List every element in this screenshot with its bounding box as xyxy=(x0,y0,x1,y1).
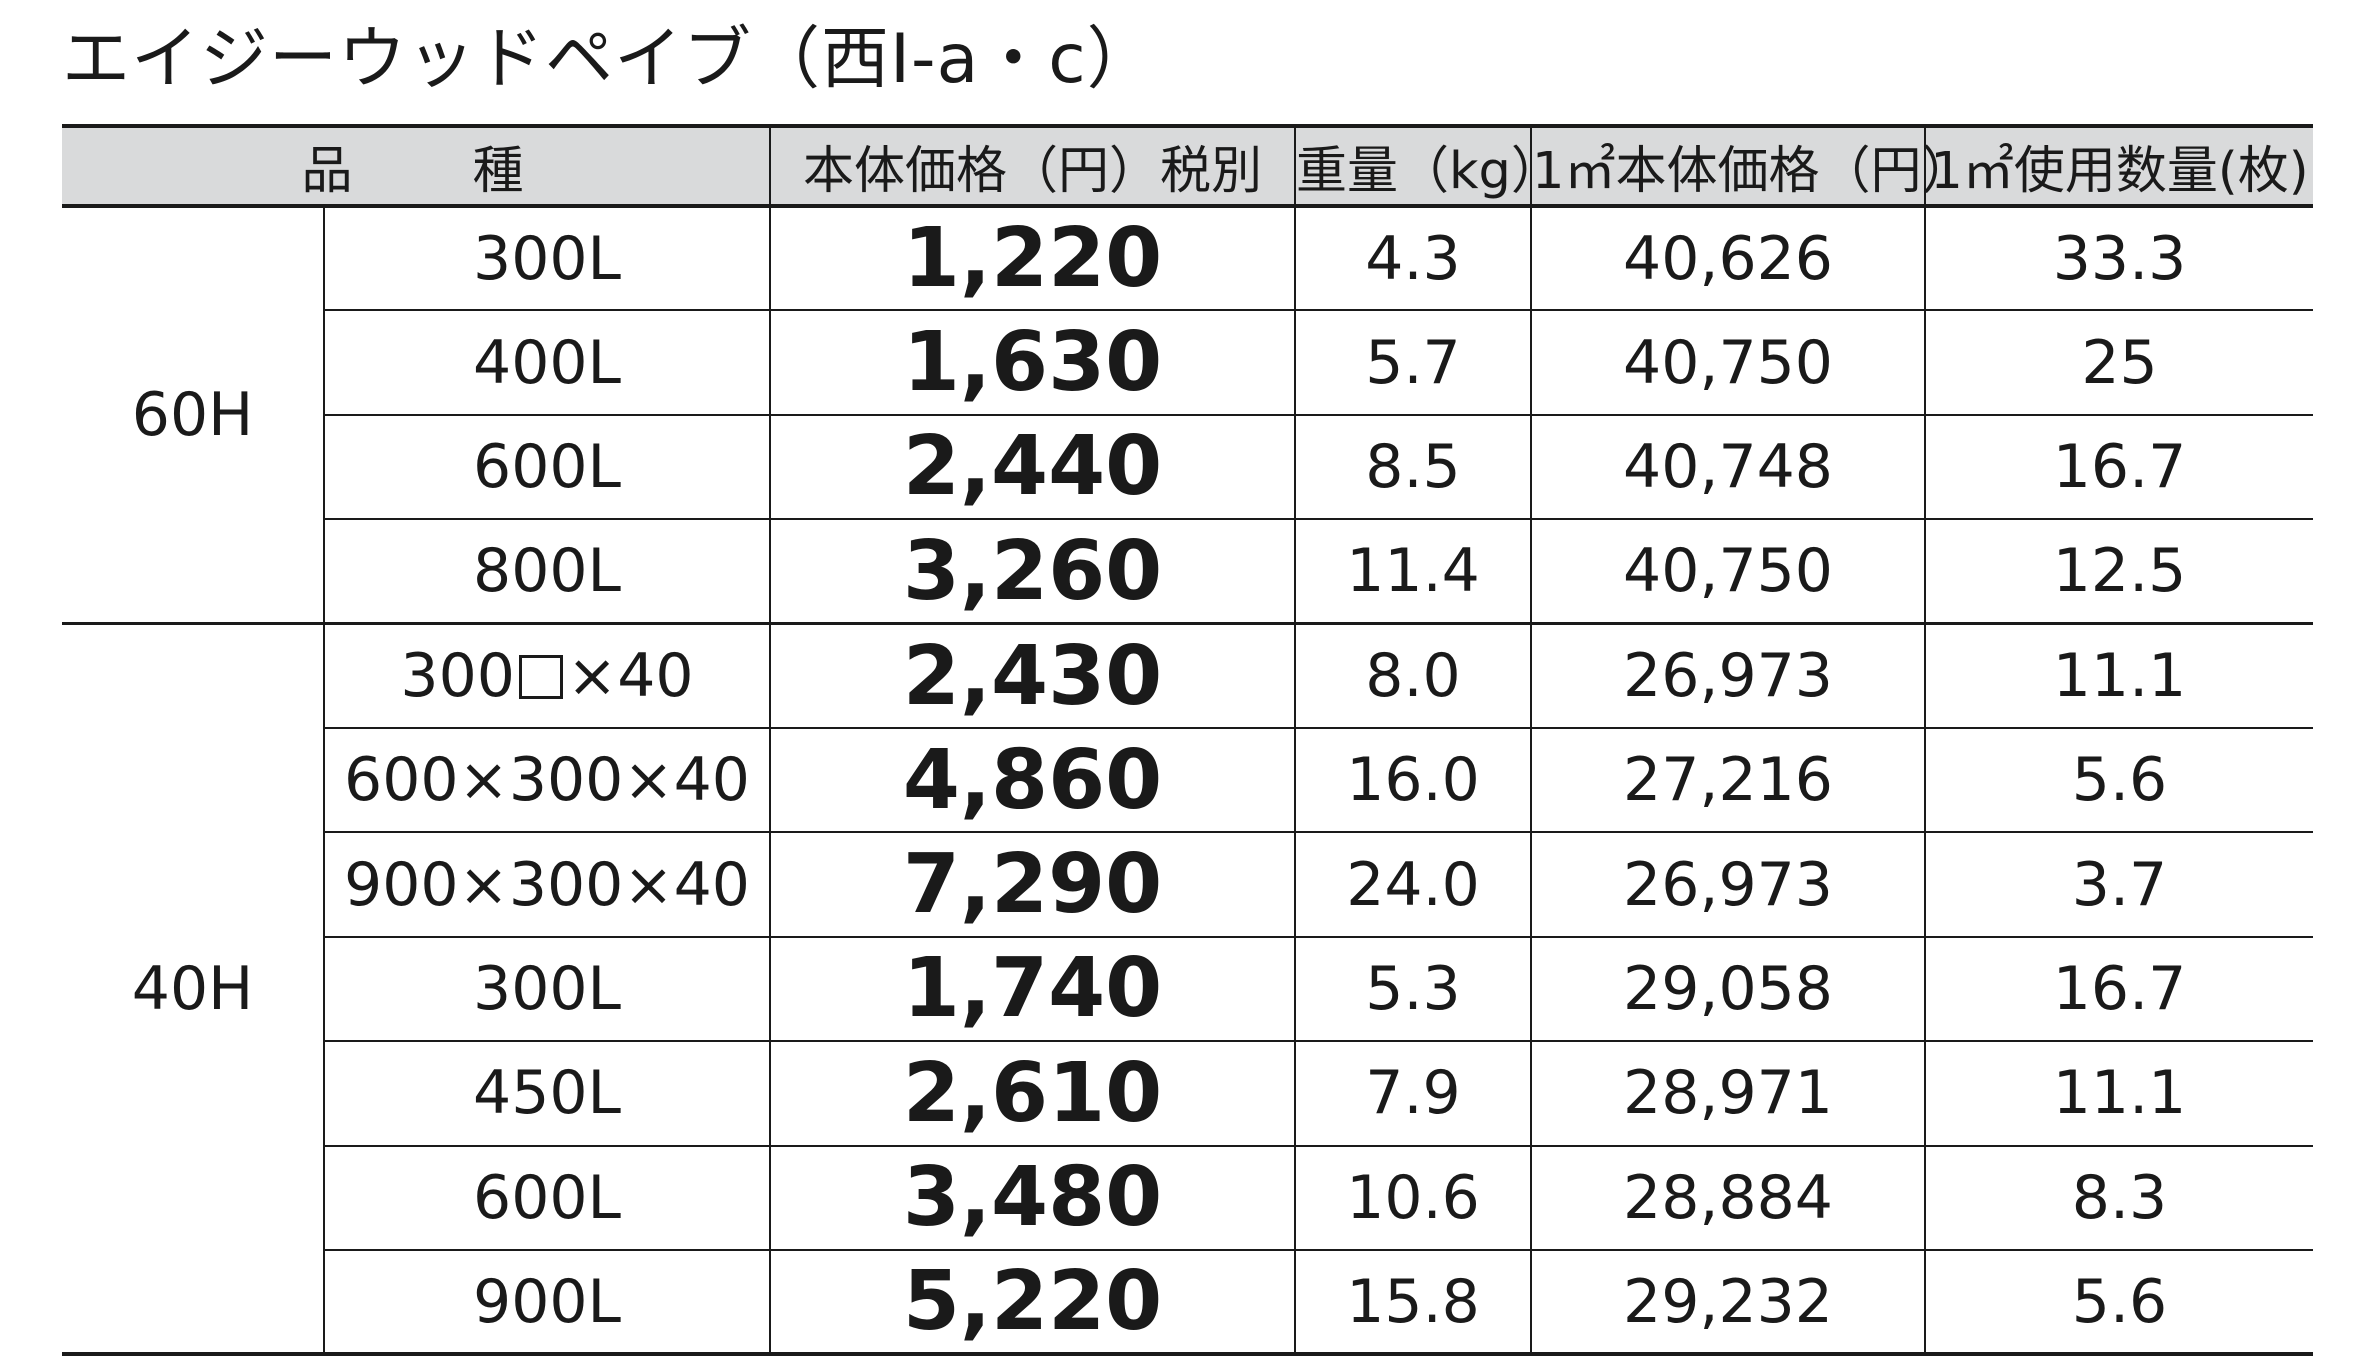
qty-per-m2-cell: 3.7 xyxy=(1924,832,2314,938)
price-cell: 5,220 xyxy=(769,1249,1296,1357)
weight-cell: 15.8 xyxy=(1294,1249,1532,1357)
price-cell: 1,740 xyxy=(769,936,1296,1043)
price-per-m2-cell: 29,232 xyxy=(1530,1249,1926,1357)
price-cell: 3,480 xyxy=(769,1145,1296,1251)
price-cell: 7,290 xyxy=(769,832,1296,938)
weight-cell: 8.0 xyxy=(1294,623,1532,729)
qty-per-m2-cell: 33.3 xyxy=(1924,206,2314,312)
weight-cell: 8.5 xyxy=(1294,414,1532,521)
price-cell: 3,260 xyxy=(769,519,1296,626)
size-prefix: 300 xyxy=(400,641,515,711)
qty-per-m2-cell: 12.5 xyxy=(1924,519,2314,626)
weight-cell: 16.0 xyxy=(1294,727,1532,834)
square-symbol-icon xyxy=(518,655,563,699)
header-price: 本体価格（円）税別 xyxy=(769,124,1296,208)
price-cell: 1,220 xyxy=(769,206,1296,312)
qty-per-m2-cell: 11.1 xyxy=(1924,1041,2314,1147)
price-per-m2-cell: 29,058 xyxy=(1530,936,1926,1043)
price-per-m2-cell: 40,748 xyxy=(1530,414,1926,521)
table-row: 60H 300L 1,220 4.3 40,626 33.3 xyxy=(62,206,2314,626)
page-title: エイジーウッドペイブ（西Ⅰ-a・c） xyxy=(62,20,1156,99)
weight-cell: 7.9 xyxy=(1294,1041,1532,1147)
weight-cell: 10.6 xyxy=(1294,1145,1532,1251)
qty-per-m2-cell: 5.6 xyxy=(1924,1249,2314,1357)
price-per-m2-cell: 28,971 xyxy=(1530,1041,1926,1147)
price-cell: 2,430 xyxy=(769,623,1296,729)
qty-per-m2-cell: 25 xyxy=(1924,310,2314,416)
group-label-40h: 40H xyxy=(62,623,324,1357)
size-cell: 600×300×40 xyxy=(322,727,771,834)
size-cell: 900L xyxy=(322,1249,771,1357)
table-row: 600L 3,480 10.6 28,884 8.3 xyxy=(62,1145,2314,1251)
size-cell: 600L xyxy=(322,1145,771,1251)
table-header-row: 品 種 本体価格（円）税別 重量（kg） 1㎡本体価格（円） 1㎡使用数量(枚) xyxy=(62,124,2314,208)
price-per-m2-cell: 26,973 xyxy=(1530,832,1926,938)
group-label-60h: 60H xyxy=(62,206,324,626)
table-row: 400L 1,630 5.7 40,750 25 xyxy=(62,310,2314,416)
table-row: 900L 5,220 15.8 29,232 5.6 xyxy=(62,1249,2314,1357)
price-cell: 2,440 xyxy=(769,414,1296,521)
weight-cell: 5.7 xyxy=(1294,310,1532,416)
qty-per-m2-cell: 16.7 xyxy=(1924,414,2314,521)
size-cell: 300L xyxy=(322,206,771,312)
price-per-m2-cell: 40,750 xyxy=(1530,310,1926,416)
price-per-m2-cell: 26,973 xyxy=(1530,623,1926,729)
weight-cell: 5.3 xyxy=(1294,936,1532,1043)
qty-per-m2-cell: 16.7 xyxy=(1924,936,2314,1043)
size-cell: 900×300×40 xyxy=(322,832,771,938)
price-per-m2-cell: 40,750 xyxy=(1530,519,1926,626)
price-table: 品 種 本体価格（円）税別 重量（kg） 1㎡本体価格（円） 1㎡使用数量(枚)… xyxy=(62,124,2314,1357)
header-weight: 重量（kg） xyxy=(1294,124,1562,208)
qty-per-m2-cell: 11.1 xyxy=(1924,623,2314,729)
price-per-m2-cell: 27,216 xyxy=(1530,727,1926,834)
table-row: 450L 2,610 7.9 28,971 11.1 xyxy=(62,1041,2314,1147)
table-row: 800L 3,260 11.4 40,750 12.5 xyxy=(62,519,2314,626)
size-suffix: ×40 xyxy=(566,641,694,711)
weight-cell: 24.0 xyxy=(1294,832,1532,938)
size-cell: 300 ×40 xyxy=(322,623,771,729)
table-row: 900×300×40 7,290 24.0 26,973 3.7 xyxy=(62,832,2314,938)
header-qty-per-m2: 1㎡使用数量(枚) xyxy=(1924,124,2314,208)
price-per-m2-cell: 28,884 xyxy=(1530,1145,1926,1251)
price-cell: 2,610 xyxy=(769,1041,1296,1147)
header-variety: 品 種 xyxy=(62,124,771,208)
size-cell: 400L xyxy=(322,310,771,416)
size-cell: 800L xyxy=(322,519,771,626)
size-cell: 600L xyxy=(322,414,771,521)
header-price-per-m2: 1㎡本体価格（円） xyxy=(1530,124,1972,208)
table-row: 300L 1,740 5.3 29,058 16.7 xyxy=(62,936,2314,1043)
weight-cell: 4.3 xyxy=(1294,206,1532,312)
size-cell: 300L xyxy=(322,936,771,1043)
qty-per-m2-cell: 8.3 xyxy=(1924,1145,2314,1251)
table-row: 600×300×40 4,860 16.0 27,216 5.6 xyxy=(62,727,2314,834)
size-cell: 450L xyxy=(322,1041,771,1147)
weight-cell: 11.4 xyxy=(1294,519,1532,626)
table-row: 600L 2,440 8.5 40,748 16.7 xyxy=(62,414,2314,521)
table-row: 40H 300 ×40 2,430 8.0 26,973 11.1 xyxy=(62,623,2314,1357)
price-per-m2-cell: 40,626 xyxy=(1530,206,1926,312)
price-cell: 1,630 xyxy=(769,310,1296,416)
price-cell: 4,860 xyxy=(769,727,1296,834)
qty-per-m2-cell: 5.6 xyxy=(1924,727,2314,834)
